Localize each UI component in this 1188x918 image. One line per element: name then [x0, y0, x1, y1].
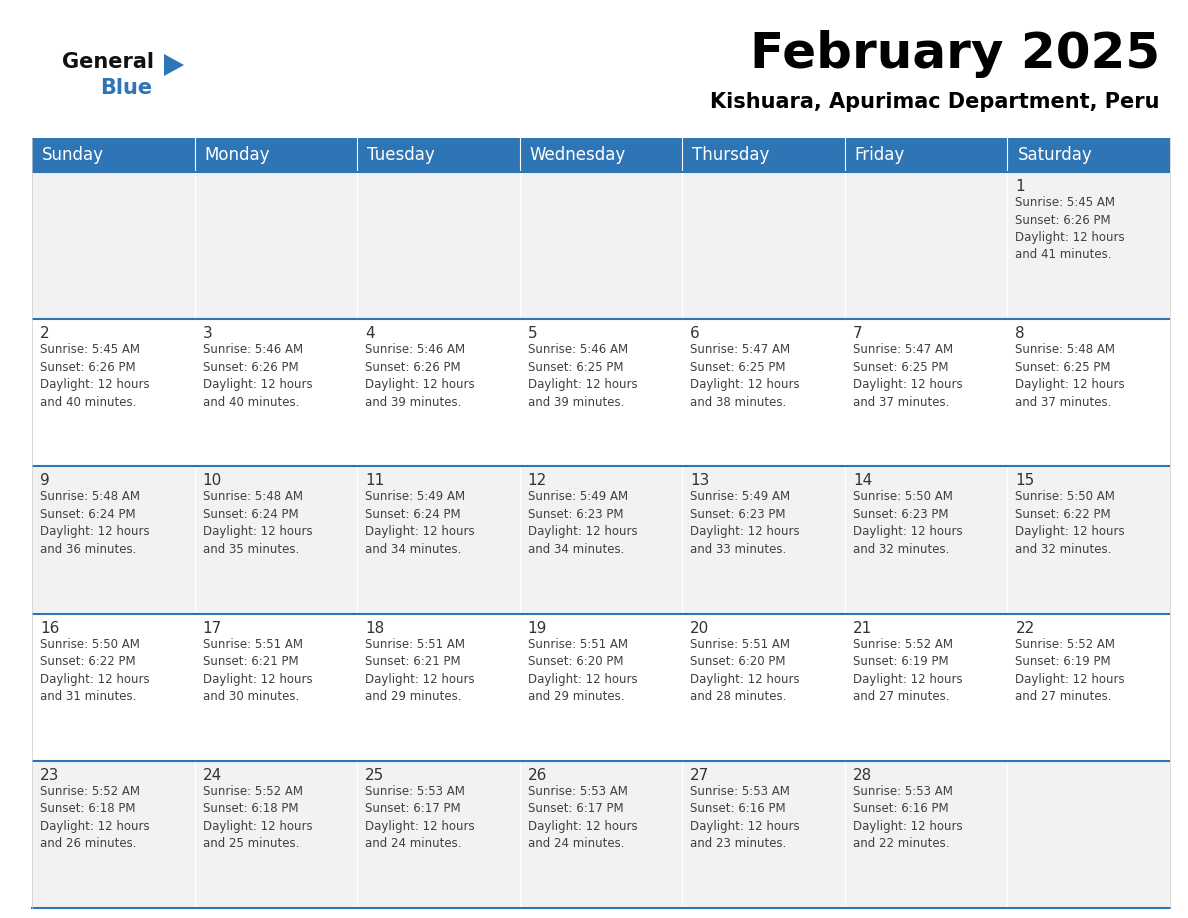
Text: 12: 12 [527, 474, 546, 488]
Text: Sunrise: 5:49 AM
Sunset: 6:23 PM
Daylight: 12 hours
and 33 minutes.: Sunrise: 5:49 AM Sunset: 6:23 PM Dayligh… [690, 490, 800, 556]
Text: 15: 15 [1016, 474, 1035, 488]
Text: 8: 8 [1016, 326, 1025, 341]
Text: Sunrise: 5:49 AM
Sunset: 6:23 PM
Daylight: 12 hours
and 34 minutes.: Sunrise: 5:49 AM Sunset: 6:23 PM Dayligh… [527, 490, 637, 556]
Text: 21: 21 [853, 621, 872, 635]
Text: Sunrise: 5:53 AM
Sunset: 6:16 PM
Daylight: 12 hours
and 22 minutes.: Sunrise: 5:53 AM Sunset: 6:16 PM Dayligh… [853, 785, 962, 850]
Text: Sunrise: 5:53 AM
Sunset: 6:17 PM
Daylight: 12 hours
and 24 minutes.: Sunrise: 5:53 AM Sunset: 6:17 PM Dayligh… [527, 785, 637, 850]
Text: Sunrise: 5:47 AM
Sunset: 6:25 PM
Daylight: 12 hours
and 38 minutes.: Sunrise: 5:47 AM Sunset: 6:25 PM Dayligh… [690, 343, 800, 409]
Text: Sunrise: 5:45 AM
Sunset: 6:26 PM
Daylight: 12 hours
and 41 minutes.: Sunrise: 5:45 AM Sunset: 6:26 PM Dayligh… [1016, 196, 1125, 262]
Text: Sunrise: 5:52 AM
Sunset: 6:19 PM
Daylight: 12 hours
and 27 minutes.: Sunrise: 5:52 AM Sunset: 6:19 PM Dayligh… [1016, 638, 1125, 703]
Bar [519, 138, 682, 172]
Text: 6: 6 [690, 326, 700, 341]
Text: 2: 2 [40, 326, 50, 341]
Text: Sunrise: 5:51 AM
Sunset: 6:21 PM
Daylight: 12 hours
and 29 minutes.: Sunrise: 5:51 AM Sunset: 6:21 PM Dayligh… [365, 638, 475, 703]
Text: Friday: Friday [855, 146, 905, 164]
Bar [32, 613, 1170, 761]
Text: Sunrise: 5:51 AM
Sunset: 6:20 PM
Daylight: 12 hours
and 29 minutes.: Sunrise: 5:51 AM Sunset: 6:20 PM Dayligh… [527, 638, 637, 703]
Bar [32, 172, 1170, 319]
Text: Sunday: Sunday [42, 146, 105, 164]
Text: 19: 19 [527, 621, 548, 635]
Bar [682, 138, 845, 172]
Text: 23: 23 [40, 767, 59, 783]
Bar [32, 761, 1170, 908]
Text: 17: 17 [203, 621, 222, 635]
Text: 28: 28 [853, 767, 872, 783]
Text: Sunrise: 5:48 AM
Sunset: 6:24 PM
Daylight: 12 hours
and 36 minutes.: Sunrise: 5:48 AM Sunset: 6:24 PM Dayligh… [40, 490, 150, 556]
Text: Sunrise: 5:46 AM
Sunset: 6:26 PM
Daylight: 12 hours
and 39 minutes.: Sunrise: 5:46 AM Sunset: 6:26 PM Dayligh… [365, 343, 475, 409]
Text: February 2025: February 2025 [750, 30, 1159, 78]
Text: 3: 3 [203, 326, 213, 341]
Text: Blue: Blue [100, 78, 152, 98]
Text: 5: 5 [527, 326, 537, 341]
Text: 16: 16 [40, 621, 59, 635]
Bar [1007, 138, 1170, 172]
Text: 27: 27 [690, 767, 709, 783]
Text: Sunrise: 5:51 AM
Sunset: 6:20 PM
Daylight: 12 hours
and 28 minutes.: Sunrise: 5:51 AM Sunset: 6:20 PM Dayligh… [690, 638, 800, 703]
Text: Sunrise: 5:49 AM
Sunset: 6:24 PM
Daylight: 12 hours
and 34 minutes.: Sunrise: 5:49 AM Sunset: 6:24 PM Dayligh… [365, 490, 475, 556]
Text: Sunrise: 5:50 AM
Sunset: 6:22 PM
Daylight: 12 hours
and 31 minutes.: Sunrise: 5:50 AM Sunset: 6:22 PM Dayligh… [40, 638, 150, 703]
Text: Thursday: Thursday [693, 146, 770, 164]
Text: Sunrise: 5:47 AM
Sunset: 6:25 PM
Daylight: 12 hours
and 37 minutes.: Sunrise: 5:47 AM Sunset: 6:25 PM Dayligh… [853, 343, 962, 409]
Text: Kishuara, Apurimac Department, Peru: Kishuara, Apurimac Department, Peru [710, 92, 1159, 112]
Text: 9: 9 [40, 474, 50, 488]
Text: Sunrise: 5:52 AM
Sunset: 6:19 PM
Daylight: 12 hours
and 27 minutes.: Sunrise: 5:52 AM Sunset: 6:19 PM Dayligh… [853, 638, 962, 703]
Text: Wednesday: Wednesday [530, 146, 626, 164]
Text: 4: 4 [365, 326, 374, 341]
Text: Sunrise: 5:45 AM
Sunset: 6:26 PM
Daylight: 12 hours
and 40 minutes.: Sunrise: 5:45 AM Sunset: 6:26 PM Dayligh… [40, 343, 150, 409]
Bar [32, 466, 1170, 613]
Text: Saturday: Saturday [1017, 146, 1092, 164]
Text: Sunrise: 5:51 AM
Sunset: 6:21 PM
Daylight: 12 hours
and 30 minutes.: Sunrise: 5:51 AM Sunset: 6:21 PM Dayligh… [203, 638, 312, 703]
Text: Sunrise: 5:50 AM
Sunset: 6:23 PM
Daylight: 12 hours
and 32 minutes.: Sunrise: 5:50 AM Sunset: 6:23 PM Dayligh… [853, 490, 962, 556]
Text: Sunrise: 5:48 AM
Sunset: 6:24 PM
Daylight: 12 hours
and 35 minutes.: Sunrise: 5:48 AM Sunset: 6:24 PM Dayligh… [203, 490, 312, 556]
Text: Monday: Monday [204, 146, 270, 164]
Text: 10: 10 [203, 474, 222, 488]
Text: 22: 22 [1016, 621, 1035, 635]
Text: 24: 24 [203, 767, 222, 783]
Text: 26: 26 [527, 767, 548, 783]
Text: 7: 7 [853, 326, 862, 341]
Text: Sunrise: 5:46 AM
Sunset: 6:25 PM
Daylight: 12 hours
and 39 minutes.: Sunrise: 5:46 AM Sunset: 6:25 PM Dayligh… [527, 343, 637, 409]
Text: 20: 20 [690, 621, 709, 635]
Text: General: General [62, 52, 154, 72]
Text: 13: 13 [690, 474, 709, 488]
Text: Sunrise: 5:52 AM
Sunset: 6:18 PM
Daylight: 12 hours
and 26 minutes.: Sunrise: 5:52 AM Sunset: 6:18 PM Dayligh… [40, 785, 150, 850]
Text: Sunrise: 5:46 AM
Sunset: 6:26 PM
Daylight: 12 hours
and 40 minutes.: Sunrise: 5:46 AM Sunset: 6:26 PM Dayligh… [203, 343, 312, 409]
Text: Sunrise: 5:53 AM
Sunset: 6:17 PM
Daylight: 12 hours
and 24 minutes.: Sunrise: 5:53 AM Sunset: 6:17 PM Dayligh… [365, 785, 475, 850]
Text: Tuesday: Tuesday [367, 146, 435, 164]
Text: Sunrise: 5:50 AM
Sunset: 6:22 PM
Daylight: 12 hours
and 32 minutes.: Sunrise: 5:50 AM Sunset: 6:22 PM Dayligh… [1016, 490, 1125, 556]
Text: 14: 14 [853, 474, 872, 488]
Bar [358, 138, 519, 172]
Text: 18: 18 [365, 621, 385, 635]
Text: 25: 25 [365, 767, 385, 783]
Text: 11: 11 [365, 474, 385, 488]
Bar [32, 319, 1170, 466]
Text: 1: 1 [1016, 179, 1025, 194]
Bar [845, 138, 1007, 172]
Text: Sunrise: 5:48 AM
Sunset: 6:25 PM
Daylight: 12 hours
and 37 minutes.: Sunrise: 5:48 AM Sunset: 6:25 PM Dayligh… [1016, 343, 1125, 409]
Bar [32, 138, 195, 172]
Polygon shape [164, 54, 184, 76]
Bar [195, 138, 358, 172]
Text: Sunrise: 5:52 AM
Sunset: 6:18 PM
Daylight: 12 hours
and 25 minutes.: Sunrise: 5:52 AM Sunset: 6:18 PM Dayligh… [203, 785, 312, 850]
Text: Sunrise: 5:53 AM
Sunset: 6:16 PM
Daylight: 12 hours
and 23 minutes.: Sunrise: 5:53 AM Sunset: 6:16 PM Dayligh… [690, 785, 800, 850]
